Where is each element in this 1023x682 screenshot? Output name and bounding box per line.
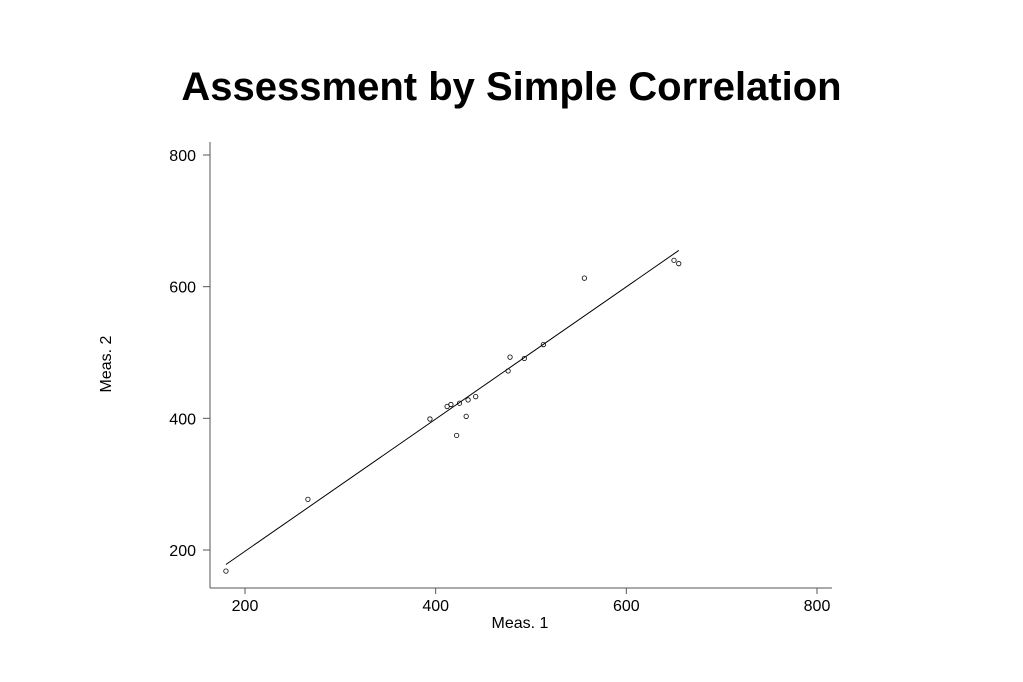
y-tick-label: 800	[169, 148, 196, 165]
x-tick-label: 200	[232, 598, 259, 615]
regression-line	[225, 250, 680, 565]
data-point	[454, 432, 460, 439]
data-point	[427, 416, 433, 422]
data-point	[463, 413, 469, 419]
data-point	[540, 341, 546, 348]
data-point	[448, 401, 454, 408]
data-point	[507, 354, 513, 360]
x-axis-ticks: 200 400 600 800	[232, 588, 831, 615]
data-point	[456, 400, 463, 406]
data-point	[223, 568, 229, 574]
x-tick-label: 400	[422, 598, 449, 615]
data-point	[505, 368, 511, 374]
data-point	[671, 257, 677, 263]
y-axis-label: Meas. 2	[98, 335, 115, 392]
x-axis-label: Meas. 1	[492, 615, 549, 632]
data-point	[465, 397, 471, 403]
data-point	[581, 275, 587, 281]
data-point	[305, 496, 311, 502]
chart-title: Assessment by Simple Correlation	[181, 65, 842, 109]
x-tick-label: 800	[804, 598, 831, 615]
data-point	[676, 261, 682, 267]
data-points	[223, 257, 682, 574]
y-axis-ticks: 200 400 600 800	[169, 148, 210, 560]
data-point	[521, 355, 527, 362]
y-tick-label: 200	[169, 543, 196, 560]
x-tick-label: 600	[613, 598, 640, 615]
y-tick-label: 600	[169, 280, 196, 297]
y-tick-label: 400	[169, 411, 196, 428]
data-point	[473, 394, 479, 400]
